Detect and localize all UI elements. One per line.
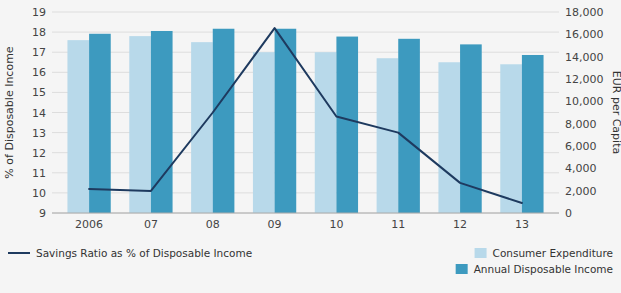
x-tick-label: 13 [515, 218, 529, 231]
x-tick-label: 10 [329, 218, 343, 231]
y-tick-label: 15 [32, 86, 46, 99]
y2-tick-label: 14,000 [565, 51, 604, 64]
grid-line [52, 172, 559, 173]
legend-swatch [475, 248, 487, 258]
y2-tick-label: 12,000 [565, 73, 604, 86]
y-tick-label: 14 [32, 107, 46, 120]
grid-line [52, 12, 559, 13]
grid-line [52, 152, 559, 153]
y2-tick-label: 0 [565, 207, 572, 220]
grid-line [52, 92, 559, 93]
y-tick-label: 19 [32, 6, 46, 19]
x-tick-label: 11 [391, 218, 405, 231]
y2-tick-label: 16,000 [565, 28, 604, 41]
x-tick-label: 09 [268, 218, 282, 231]
y-tick-label: 10 [32, 187, 46, 200]
bar [460, 44, 482, 213]
x-axis-line [52, 213, 559, 214]
y2-tick-label: 10,000 [565, 95, 604, 108]
y-axis-label: % of Disposable Income [3, 46, 16, 179]
bar [522, 55, 544, 213]
chart: 9 10 11 12 13 14 15 16 17 18 19 0 2,000 4,000 6,000 8,0… [0, 0, 621, 293]
y-tick-label: 16 [32, 66, 46, 79]
bar [275, 29, 297, 213]
y2-tick-label: 4,000 [565, 162, 597, 175]
y2-tick-label: 18,000 [565, 6, 604, 19]
x-tick-label: 2006 [75, 218, 103, 231]
bar [213, 29, 235, 213]
bar [500, 64, 522, 213]
grid-line [52, 192, 559, 193]
bar [315, 52, 337, 213]
legend-label: Savings Ratio as % of Disposable Income [36, 247, 252, 259]
line [89, 28, 522, 203]
x-tick-label: 08 [206, 218, 220, 231]
y-tick-label: 9 [39, 207, 46, 220]
grid-line [52, 213, 559, 214]
plot-area [67, 28, 543, 213]
x-tick-label: 07 [144, 218, 158, 231]
bar [377, 58, 399, 213]
grid-line [52, 132, 559, 133]
y-tick-label: 11 [32, 167, 46, 180]
y-tick-label: 17 [32, 46, 46, 59]
legend-swatch [8, 252, 30, 254]
bar [438, 62, 460, 213]
y-tick-label: 18 [32, 26, 46, 39]
y-tick-label: 13 [32, 127, 46, 140]
background [0, 0, 621, 293]
legend-label: Consumer Expenditure [493, 247, 613, 259]
bar [89, 34, 111, 213]
y2-tick-label: 6,000 [565, 140, 597, 153]
legend-label: Annual Disposable Income [474, 263, 613, 275]
grid-line [52, 52, 559, 53]
grid-line [52, 32, 559, 33]
bar [336, 37, 358, 213]
bar [253, 52, 275, 213]
legend: Savings Ratio as % of Disposable Income C… [8, 247, 613, 275]
bar [67, 40, 89, 213]
grid-line [52, 112, 559, 113]
y2-tick-label: 2,000 [565, 185, 597, 198]
bar [398, 39, 420, 213]
y2-axis-label: EUR per Capita [610, 71, 621, 154]
x-tick-label: 12 [453, 218, 467, 231]
legend-swatch [456, 264, 468, 274]
y-tick-label: 12 [32, 147, 46, 160]
y2-tick-label: 8,000 [565, 118, 597, 131]
bar [129, 36, 151, 213]
